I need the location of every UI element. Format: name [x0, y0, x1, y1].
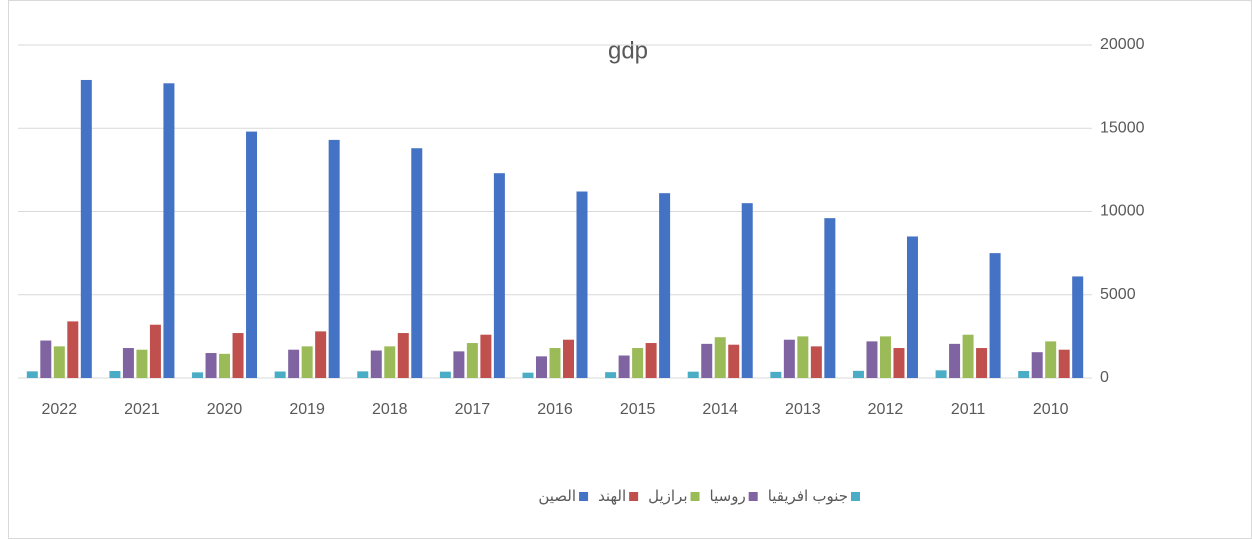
bar	[1018, 371, 1030, 378]
bar	[783, 339, 795, 378]
bar	[701, 343, 713, 378]
x-tick-label: 2020	[207, 401, 243, 418]
bar	[53, 346, 65, 378]
x-tick-label: 2013	[785, 401, 821, 418]
bar	[810, 346, 822, 378]
bar	[149, 324, 161, 378]
bar	[714, 337, 726, 378]
bar	[797, 336, 809, 378]
legend-swatch	[690, 492, 700, 501]
bar	[976, 348, 988, 378]
bar	[219, 353, 231, 378]
y-tick-label: 20000	[1100, 36, 1145, 53]
bar	[328, 139, 340, 378]
x-tick-label: 2022	[42, 401, 78, 418]
bar	[906, 236, 918, 378]
y-tick-label: 10000	[1100, 203, 1145, 220]
x-tick-label: 2015	[620, 401, 656, 418]
x-tick-label: 2021	[124, 401, 160, 418]
bar	[536, 356, 547, 378]
legend-swatch	[748, 492, 758, 501]
bar	[453, 351, 465, 378]
bar	[315, 331, 327, 378]
bar	[205, 353, 217, 378]
chart-title: gdp	[608, 37, 648, 64]
bar	[397, 333, 409, 378]
bar	[824, 218, 836, 378]
bar	[26, 371, 38, 378]
bar	[852, 370, 864, 378]
bar	[866, 341, 878, 378]
bar	[618, 355, 630, 378]
bar	[659, 193, 671, 378]
bar	[67, 321, 79, 378]
bar	[122, 348, 134, 378]
bar	[163, 83, 175, 379]
bar	[549, 348, 561, 378]
bar	[687, 371, 699, 378]
bar	[632, 348, 644, 378]
legend-label: جنوب افريقيا	[768, 488, 848, 505]
legend-label: روسيا	[710, 488, 746, 505]
bar	[288, 349, 300, 378]
bar	[274, 371, 286, 378]
bar	[576, 191, 588, 378]
bar	[1031, 352, 1043, 378]
bar	[522, 372, 534, 378]
x-tick-label: 2016	[537, 401, 573, 418]
bar	[80, 79, 92, 378]
bar	[493, 173, 505, 378]
bar	[370, 350, 382, 378]
bar	[411, 148, 423, 378]
bar	[301, 346, 313, 378]
legend-label: الصين	[538, 488, 576, 505]
bar	[40, 340, 52, 378]
x-tick-label: 2014	[702, 401, 738, 418]
bar	[1045, 341, 1057, 378]
y-tick-label: 5000	[1100, 286, 1136, 303]
bar	[384, 346, 396, 378]
x-tick-label: 2019	[289, 401, 325, 418]
bar	[879, 336, 891, 378]
y-tick-label: 0	[1100, 369, 1109, 386]
bar	[645, 343, 657, 378]
x-tick-label: 2017	[455, 401, 491, 418]
bar	[466, 343, 478, 378]
bar	[563, 339, 574, 378]
x-tick-label: 2011	[951, 401, 986, 418]
bar	[989, 253, 1001, 378]
bar	[605, 372, 617, 378]
bar	[192, 372, 204, 378]
bar	[480, 334, 492, 378]
legend-swatch	[579, 492, 589, 501]
bar	[357, 371, 369, 378]
legend-swatch	[629, 492, 639, 501]
bar	[136, 349, 148, 378]
bar	[246, 131, 258, 378]
bar	[728, 344, 740, 378]
bar	[1072, 276, 1084, 378]
legend-label: الهند	[598, 488, 626, 505]
bar	[962, 334, 974, 378]
legend-label: برازيل	[648, 488, 687, 505]
chart-border	[8, 0, 1252, 539]
bar	[109, 371, 121, 378]
x-tick-label: 2012	[868, 401, 904, 418]
x-tick-label: 2018	[372, 401, 408, 418]
legend-swatch	[851, 492, 860, 501]
bar	[439, 371, 451, 378]
x-tick-label: 2010	[1033, 401, 1069, 418]
bar	[770, 371, 782, 378]
bar	[935, 370, 947, 378]
bar	[893, 348, 905, 378]
bar	[741, 203, 753, 378]
bar	[1058, 349, 1070, 378]
y-tick-label: 15000	[1100, 119, 1145, 136]
bar	[232, 333, 244, 378]
bar	[949, 343, 961, 378]
